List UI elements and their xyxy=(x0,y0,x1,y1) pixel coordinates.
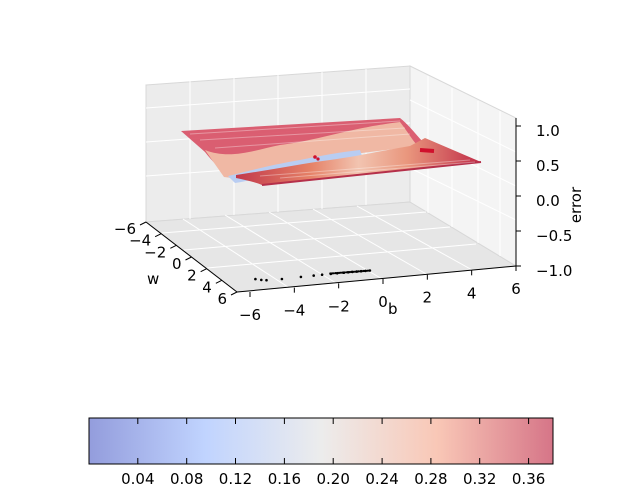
surface-front xyxy=(236,138,481,185)
colorbar-gradient xyxy=(89,418,553,464)
w-tick-label: 6 xyxy=(217,290,227,308)
w-tick-label: −2 xyxy=(144,243,166,261)
z-tick-label: 0.0 xyxy=(536,192,560,210)
path-point xyxy=(320,273,324,277)
w-tick-label: −6 xyxy=(114,220,136,238)
path-point xyxy=(366,269,369,272)
path-point xyxy=(352,270,355,273)
w-tick-mark xyxy=(185,256,192,261)
colorbar-tick-label: 0.12 xyxy=(219,470,252,488)
b-tick-label: 4 xyxy=(467,284,477,302)
path-point xyxy=(367,269,371,272)
path-point xyxy=(360,270,364,273)
colorbar-ticks: 0.04 0.08 0.12 0.16 0.20 0.24 0.28 0.32 0.36 xyxy=(121,418,545,488)
b-tick-label: 2 xyxy=(423,289,433,307)
path-point xyxy=(338,271,341,274)
surface-front-edge xyxy=(261,161,482,186)
colorbar-tick-label: 0.32 xyxy=(463,470,496,488)
colorbar-tick-label: 0.24 xyxy=(365,470,398,488)
axes-panes xyxy=(144,65,518,294)
path-point xyxy=(332,272,335,275)
path-point xyxy=(353,270,357,273)
w-tick-mark xyxy=(170,244,177,249)
w-tick-mark xyxy=(230,291,238,296)
path-point xyxy=(329,272,332,275)
path-point xyxy=(355,270,358,273)
error-surface xyxy=(181,118,482,186)
path-point xyxy=(331,272,334,275)
surface-ridge xyxy=(205,122,418,178)
path-point xyxy=(362,269,365,273)
path-point xyxy=(254,277,257,281)
w-tick-mark xyxy=(200,268,207,273)
path-point xyxy=(350,270,353,273)
w-tick-label: 0 xyxy=(172,255,182,273)
path-point xyxy=(364,269,367,272)
path-point xyxy=(265,278,268,282)
colorbar-tick-label: 0.20 xyxy=(316,470,349,488)
path-point xyxy=(312,274,316,277)
path-point xyxy=(334,272,337,275)
b-axis-line xyxy=(236,265,517,293)
b-axis-label: b xyxy=(388,300,398,318)
w-tick-mark xyxy=(215,279,223,284)
descent-endpoint xyxy=(419,148,435,153)
w-tick-mark xyxy=(139,221,147,226)
w-tick-label: 4 xyxy=(202,278,212,296)
colorbar-tick-label: 0.28 xyxy=(414,470,447,488)
b-tick-label: 0 xyxy=(378,293,388,311)
w-tick-label: 2 xyxy=(187,267,197,285)
path-point xyxy=(357,270,360,273)
w-axis-label: w xyxy=(147,270,159,288)
descent-start xyxy=(316,157,320,161)
z-tick-label: −0.5 xyxy=(536,227,572,245)
colorbar-tick-label: 0.04 xyxy=(121,470,154,488)
path-point xyxy=(339,271,342,274)
surface-hatching xyxy=(189,120,476,179)
path-point xyxy=(341,271,344,274)
z-tick-label: −1.0 xyxy=(536,262,572,280)
path-point xyxy=(345,271,348,274)
z-axis-label: error xyxy=(567,186,585,223)
descent-path-projection xyxy=(254,269,372,282)
path-point xyxy=(346,271,349,274)
colorbar-tick-label: 0.36 xyxy=(512,470,545,488)
descent-start xyxy=(313,155,317,159)
z-tick-label: 0.5 xyxy=(536,157,560,175)
path-point xyxy=(280,277,284,281)
path-point xyxy=(336,271,339,275)
colorbar-tick-label: 0.08 xyxy=(170,470,203,488)
path-point xyxy=(299,275,303,279)
b-tick-label: −4 xyxy=(283,302,305,320)
b-tick-label: 6 xyxy=(511,280,521,298)
path-point xyxy=(359,270,362,273)
w-tick-mark xyxy=(154,233,162,238)
path-point xyxy=(260,278,263,282)
b-tick-label: −6 xyxy=(239,306,261,324)
colorbar: 0.04 0.08 0.12 0.16 0.20 0.24 0.28 0.32 0.36 xyxy=(88,417,554,488)
colorbar-tick-label: 0.16 xyxy=(268,470,301,488)
colorbar-frame xyxy=(88,417,554,465)
z-tick-label: 1.0 xyxy=(536,122,560,140)
path-point xyxy=(348,271,351,274)
w-tick-label: −4 xyxy=(129,232,151,250)
path-point xyxy=(343,271,346,274)
b-tick-label: −2 xyxy=(328,297,350,315)
